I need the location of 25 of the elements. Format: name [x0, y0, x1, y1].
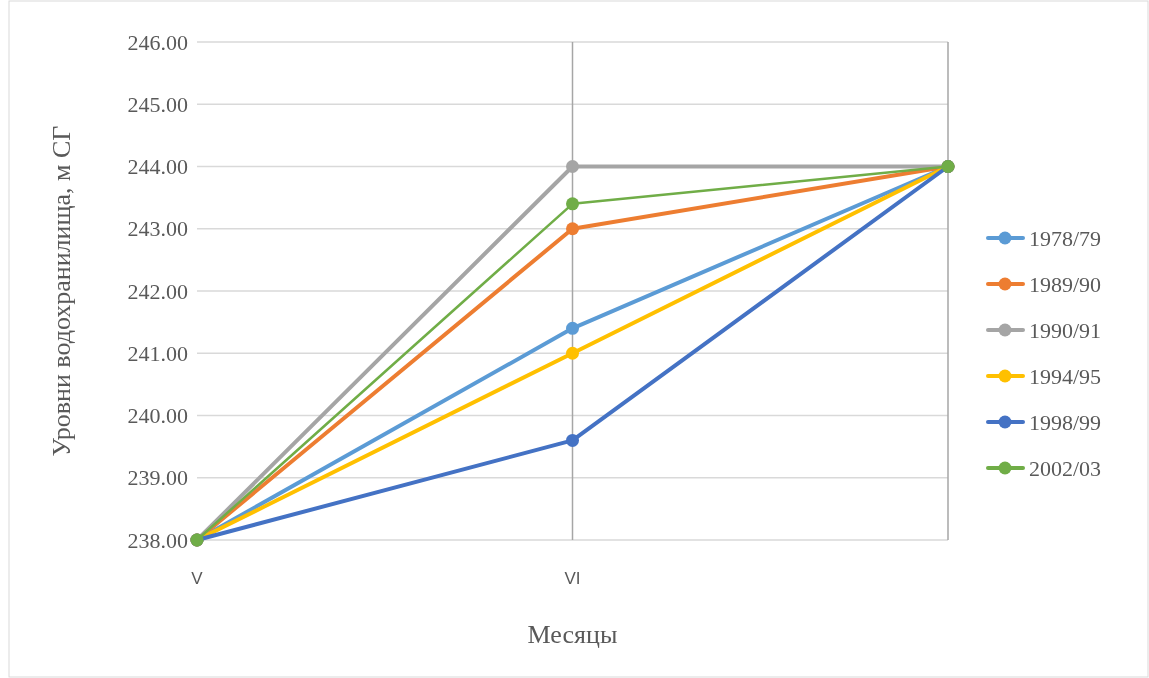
- legend-label: 1989/90: [1029, 271, 1102, 297]
- point: [566, 433, 579, 447]
- y-tick-label: 246.00: [127, 29, 188, 55]
- point: [566, 160, 579, 173]
- point: [566, 197, 579, 211]
- y-tick-label: 241.00: [127, 340, 188, 366]
- y-tick-label: 240.00: [127, 403, 188, 429]
- legend-label: 2002/03: [1029, 455, 1102, 481]
- x-axis-title: Месяцы: [527, 620, 618, 649]
- legend-label: 1990/91: [1029, 317, 1102, 343]
- point: [566, 222, 579, 236]
- legend-label: 1998/99: [1029, 409, 1102, 435]
- y-tick-label: 245.00: [127, 91, 188, 117]
- y-tick-label: 239.00: [127, 465, 188, 491]
- point: [566, 346, 579, 360]
- point: [566, 321, 579, 335]
- y-tick-label: 242.00: [127, 278, 188, 304]
- y-tick-label: 243.00: [127, 216, 188, 242]
- y-axis-title: Уровни водохранилища, м СГ: [47, 125, 76, 457]
- y-tick-label: 238.00: [127, 527, 188, 553]
- x-tick-label: VI: [564, 569, 581, 588]
- x-tick-label: V: [191, 569, 204, 588]
- legend-label: 1994/95: [1029, 363, 1102, 389]
- legend-label: 1978/79: [1029, 225, 1102, 251]
- y-tick-label: 244.00: [127, 154, 188, 180]
